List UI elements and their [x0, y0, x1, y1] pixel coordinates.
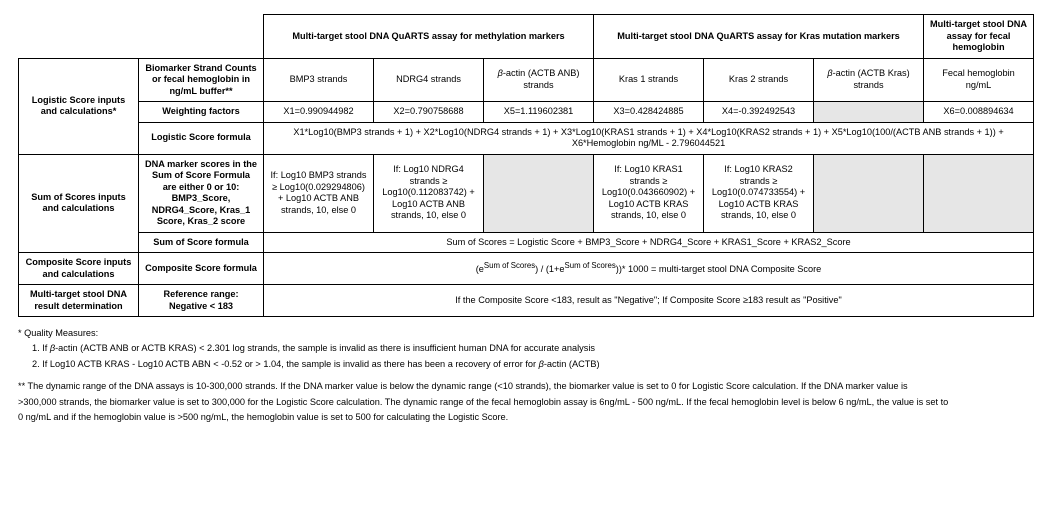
marker-blank1	[484, 154, 594, 232]
fn-dynamic-3: 0 ng/mL and if the hemoglobin value is >…	[18, 411, 1032, 423]
col-bmp3: BMP3 strands	[264, 58, 374, 102]
biomarker-label: Biomarker Strand Counts or fecal hemoglo…	[139, 58, 264, 102]
assay-table: Multi-target stool DNA QuARTS assay for …	[18, 14, 1034, 317]
x4: X4=-0.392492543	[704, 102, 814, 123]
fn-quality-hdr: * Quality Measures:	[18, 327, 1032, 339]
x5: X5=1.119602381	[484, 102, 594, 123]
row-sum-scores-label: Sum of Scores inputs and calculations	[19, 154, 139, 253]
col-hemoglobin: Fecal hemoglobin ng/mL	[924, 58, 1034, 102]
sum-formula: Sum of Scores = Logistic Score + BMP3_Sc…	[264, 232, 1034, 253]
marker-blank3	[924, 154, 1034, 232]
marker-bmp3: If: Log10 BMP3 strands ≥ Log10(0.0292948…	[264, 154, 374, 232]
fn-quality-2: 2. If Log10 ACTB KRAS - Log10 ACTB ABN <…	[18, 358, 1032, 370]
hdr-group2: Multi-target stool DNA QuARTS assay for …	[594, 15, 924, 59]
composite-formula-label: Composite Score formula	[139, 253, 264, 285]
sum-formula-label: Sum of Score formula	[139, 232, 264, 253]
col-actb-anb: β-actin (ACTB ANB) strands	[484, 58, 594, 102]
reference-range-label: Reference range: Negative < 183	[139, 285, 264, 317]
marker-ndrg4: If: Log10 NDRG4 strands ≥ Log10(0.112083…	[374, 154, 484, 232]
col-actb-kras: β-actin (ACTB Kras) strands	[814, 58, 924, 102]
row-composite-label: Composite Score inputs and calculations	[19, 253, 139, 285]
marker-blank2	[814, 154, 924, 232]
fn-dynamic-1: ** The dynamic range of the DNA assays i…	[18, 380, 1032, 392]
composite-formula: (eSum of Scores) / (1+eSum of Scores))* …	[264, 253, 1034, 285]
row-result-label: Multi-target stool DNA result determinat…	[19, 285, 139, 317]
fn-quality-1: 1. If β-actin (ACTB ANB or ACTB KRAS) < …	[18, 342, 1032, 354]
footnotes: * Quality Measures: 1. If β-actin (ACTB …	[18, 327, 1032, 424]
marker-kras1: If: Log10 KRAS1 strands ≥ Log10(0.043660…	[594, 154, 704, 232]
hdr-group3: Multi-target stool DNA assay for fecal h…	[924, 15, 1034, 59]
x3: X3=0.428424885	[594, 102, 704, 123]
col-ndrg4: NDRG4 strands	[374, 58, 484, 102]
logistic-formula-label: Logistic Score formula	[139, 122, 264, 154]
fn-dynamic-2: >300,000 strands, the biomarker value is…	[18, 396, 1032, 408]
weighting-label: Weighting factors	[139, 102, 264, 123]
dna-marker-label: DNA marker scores in the Sum of Score Fo…	[139, 154, 264, 232]
result-text: If the Composite Score <183, result as "…	[264, 285, 1034, 317]
blank-corner	[19, 15, 264, 59]
row-logistic-score-label: Logistic Score inputs and calculations*	[19, 58, 139, 154]
x2: X2=0.790758688	[374, 102, 484, 123]
logistic-formula: X1*Log10(BMP3 strands + 1) + X2*Log10(ND…	[264, 122, 1034, 154]
x6: X6=0.008894634	[924, 102, 1034, 123]
x-blank	[814, 102, 924, 123]
hdr-group1: Multi-target stool DNA QuARTS assay for …	[264, 15, 594, 59]
col-kras1: Kras 1 strands	[594, 58, 704, 102]
x1: X1=0.990944982	[264, 102, 374, 123]
marker-kras2: If: Log10 KRAS2 strands ≥ Log10(0.074733…	[704, 154, 814, 232]
col-kras2: Kras 2 strands	[704, 58, 814, 102]
